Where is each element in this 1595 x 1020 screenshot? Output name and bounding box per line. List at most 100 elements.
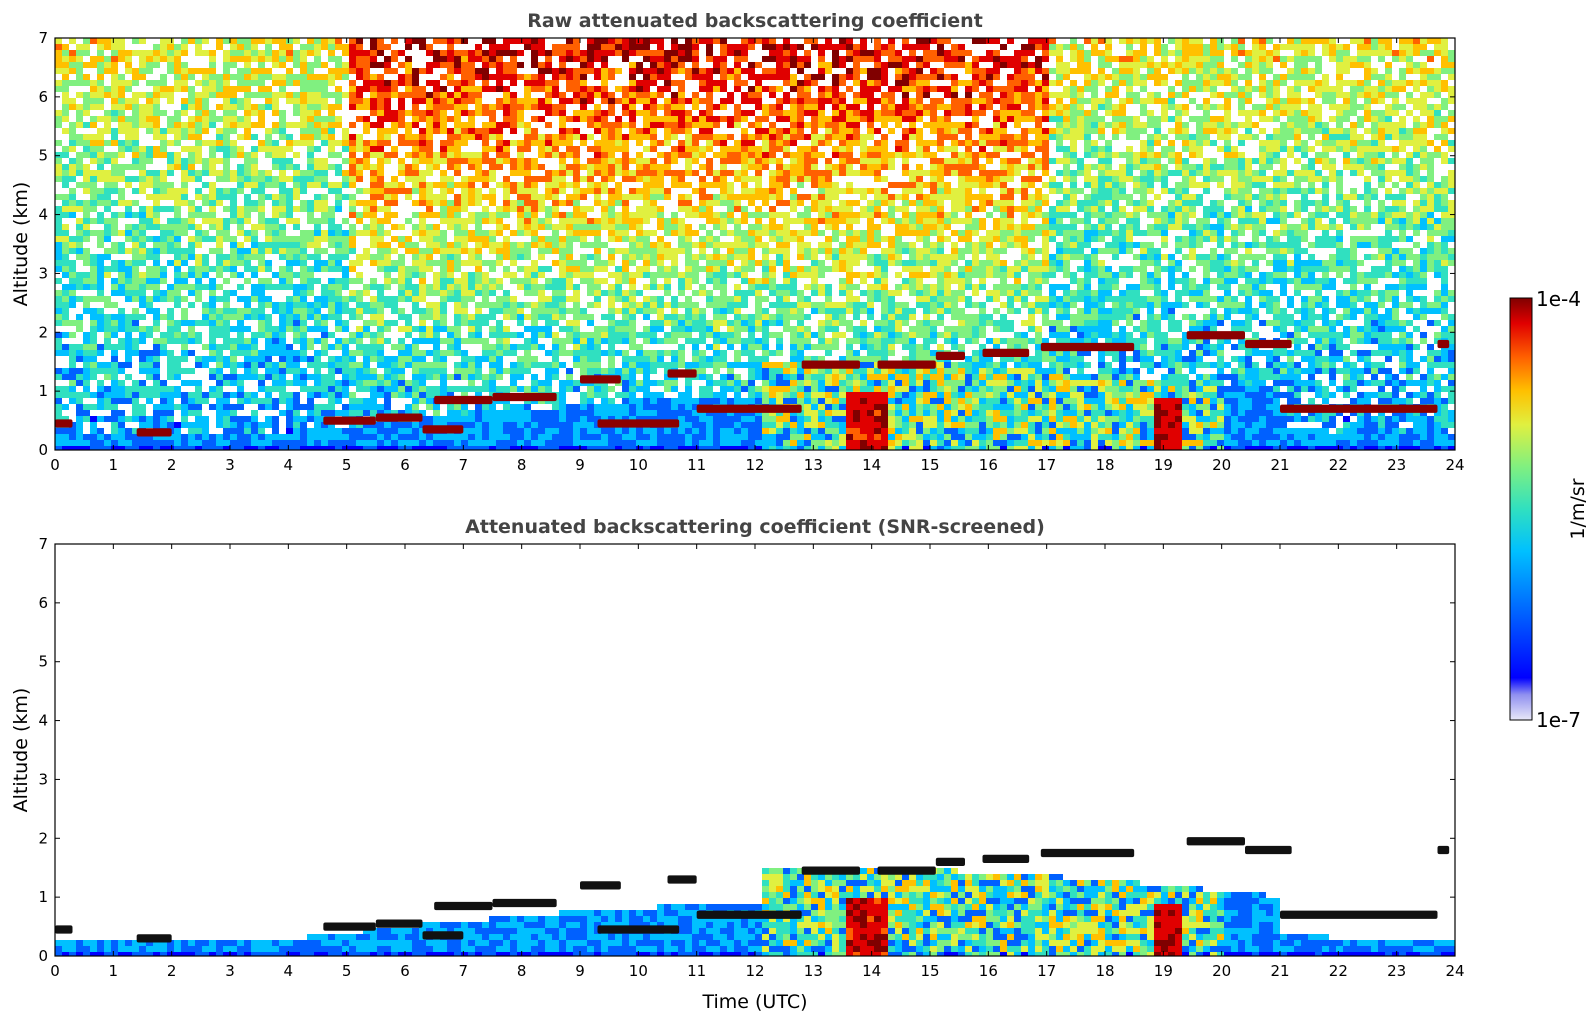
heatmap-cell: [300, 254, 307, 260]
heatmap-cell: [664, 314, 671, 320]
heatmap-cell: [342, 146, 349, 152]
heatmap-cell: [223, 302, 230, 308]
heatmap-cell: [69, 284, 76, 290]
heatmap-cell: [153, 128, 160, 134]
heatmap-cell: [293, 104, 300, 110]
heatmap-cell: [146, 80, 153, 86]
heatmap-cell: [363, 428, 370, 434]
heatmap-cell: [482, 86, 489, 92]
heatmap-cell: [419, 194, 426, 200]
heatmap-cell: [538, 362, 545, 368]
heatmap-cell: [111, 410, 118, 416]
heatmap-cell: [699, 290, 706, 296]
heatmap-cell: [447, 248, 454, 254]
heatmap-cell: [405, 356, 412, 362]
heatmap-cell: [440, 86, 447, 92]
heatmap-cell: [552, 140, 559, 146]
heatmap-cell: [622, 338, 629, 344]
heatmap-cell: [545, 152, 552, 158]
heatmap-cell: [489, 128, 496, 134]
heatmap-cell: [139, 248, 146, 254]
heatmap-cell: [272, 212, 279, 218]
heatmap-cell: [195, 440, 202, 446]
heatmap-cell: [279, 236, 286, 242]
heatmap-cell: [391, 122, 398, 128]
heatmap-cell: [55, 332, 62, 338]
heatmap-cell: [573, 338, 580, 344]
heatmap-cell: [685, 224, 692, 230]
heatmap-cell: [76, 92, 83, 98]
heatmap-cell: [503, 50, 510, 56]
heatmap-cell: [440, 326, 447, 332]
heatmap-cell: [650, 62, 657, 68]
heatmap-cell: [615, 170, 622, 176]
heatmap-cell: [293, 38, 300, 44]
heatmap-cell: [90, 134, 97, 140]
heatmap-cell: [111, 50, 118, 56]
heatmap-cell: [531, 446, 538, 450]
heatmap-cell: [468, 122, 475, 128]
heatmap-cell: [62, 56, 69, 62]
heatmap-cell: [76, 206, 83, 212]
heatmap-cell: [132, 128, 139, 134]
heatmap-cell: [195, 212, 202, 218]
heatmap-cell: [468, 176, 475, 182]
heatmap-cell: [643, 284, 650, 290]
heatmap-cell: [181, 38, 188, 44]
heatmap-cell: [272, 236, 279, 242]
heatmap-cell: [531, 380, 538, 386]
heatmap-cell: [468, 254, 475, 260]
heatmap-cell: [146, 56, 153, 62]
heatmap-cell: [167, 206, 174, 212]
heatmap-cell: [328, 368, 335, 374]
heatmap-cell: [223, 110, 230, 116]
heatmap-cell: [608, 122, 615, 128]
heatmap-cell: [272, 434, 279, 440]
heatmap-cell: [335, 296, 342, 302]
heatmap-cell: [412, 368, 419, 374]
heatmap-cell: [545, 410, 552, 416]
heatmap-cell: [664, 164, 671, 170]
heatmap-cell: [531, 422, 538, 428]
heatmap-cell: [524, 362, 531, 368]
heatmap-cell: [132, 242, 139, 248]
heatmap-cell: [594, 104, 601, 110]
heatmap-cell: [426, 230, 433, 236]
heatmap-cell: [405, 92, 412, 98]
heatmap-cell: [440, 74, 447, 80]
heatmap-cell: [237, 440, 244, 446]
heatmap-cell: [62, 68, 69, 74]
heatmap-cell: [55, 218, 62, 224]
heatmap-cell: [475, 416, 482, 422]
heatmap-cell: [440, 152, 447, 158]
heatmap-cell: [573, 116, 580, 122]
heatmap-cell: [566, 272, 573, 278]
heatmap-cell: [426, 80, 433, 86]
heatmap-cell: [258, 380, 265, 386]
heatmap-cell: [517, 212, 524, 218]
heatmap-cell: [433, 260, 440, 266]
heatmap-cell: [125, 182, 132, 188]
heatmap-cell: [384, 356, 391, 362]
heatmap-cell: [153, 290, 160, 296]
heatmap-cell: [223, 278, 230, 284]
heatmap-cell: [230, 110, 237, 116]
heatmap-cell: [580, 140, 587, 146]
heatmap-cell: [83, 62, 90, 68]
heatmap-cell: [629, 302, 636, 308]
heatmap-cell: [160, 170, 167, 176]
heatmap-cell: [496, 410, 503, 416]
heatmap-cell: [139, 206, 146, 212]
heatmap-cell: [419, 392, 426, 398]
heatmap-cell: [657, 242, 664, 248]
heatmap-cell: [258, 260, 265, 266]
heatmap-cell: [496, 152, 503, 158]
heatmap-cell: [629, 308, 636, 314]
heatmap-cell: [118, 434, 125, 440]
heatmap-cell: [664, 104, 671, 110]
heatmap-cell: [111, 344, 118, 350]
heatmap-cell: [657, 104, 664, 110]
heatmap-cell: [706, 170, 713, 176]
heatmap-cell: [251, 44, 258, 50]
heatmap-cell: [251, 296, 258, 302]
